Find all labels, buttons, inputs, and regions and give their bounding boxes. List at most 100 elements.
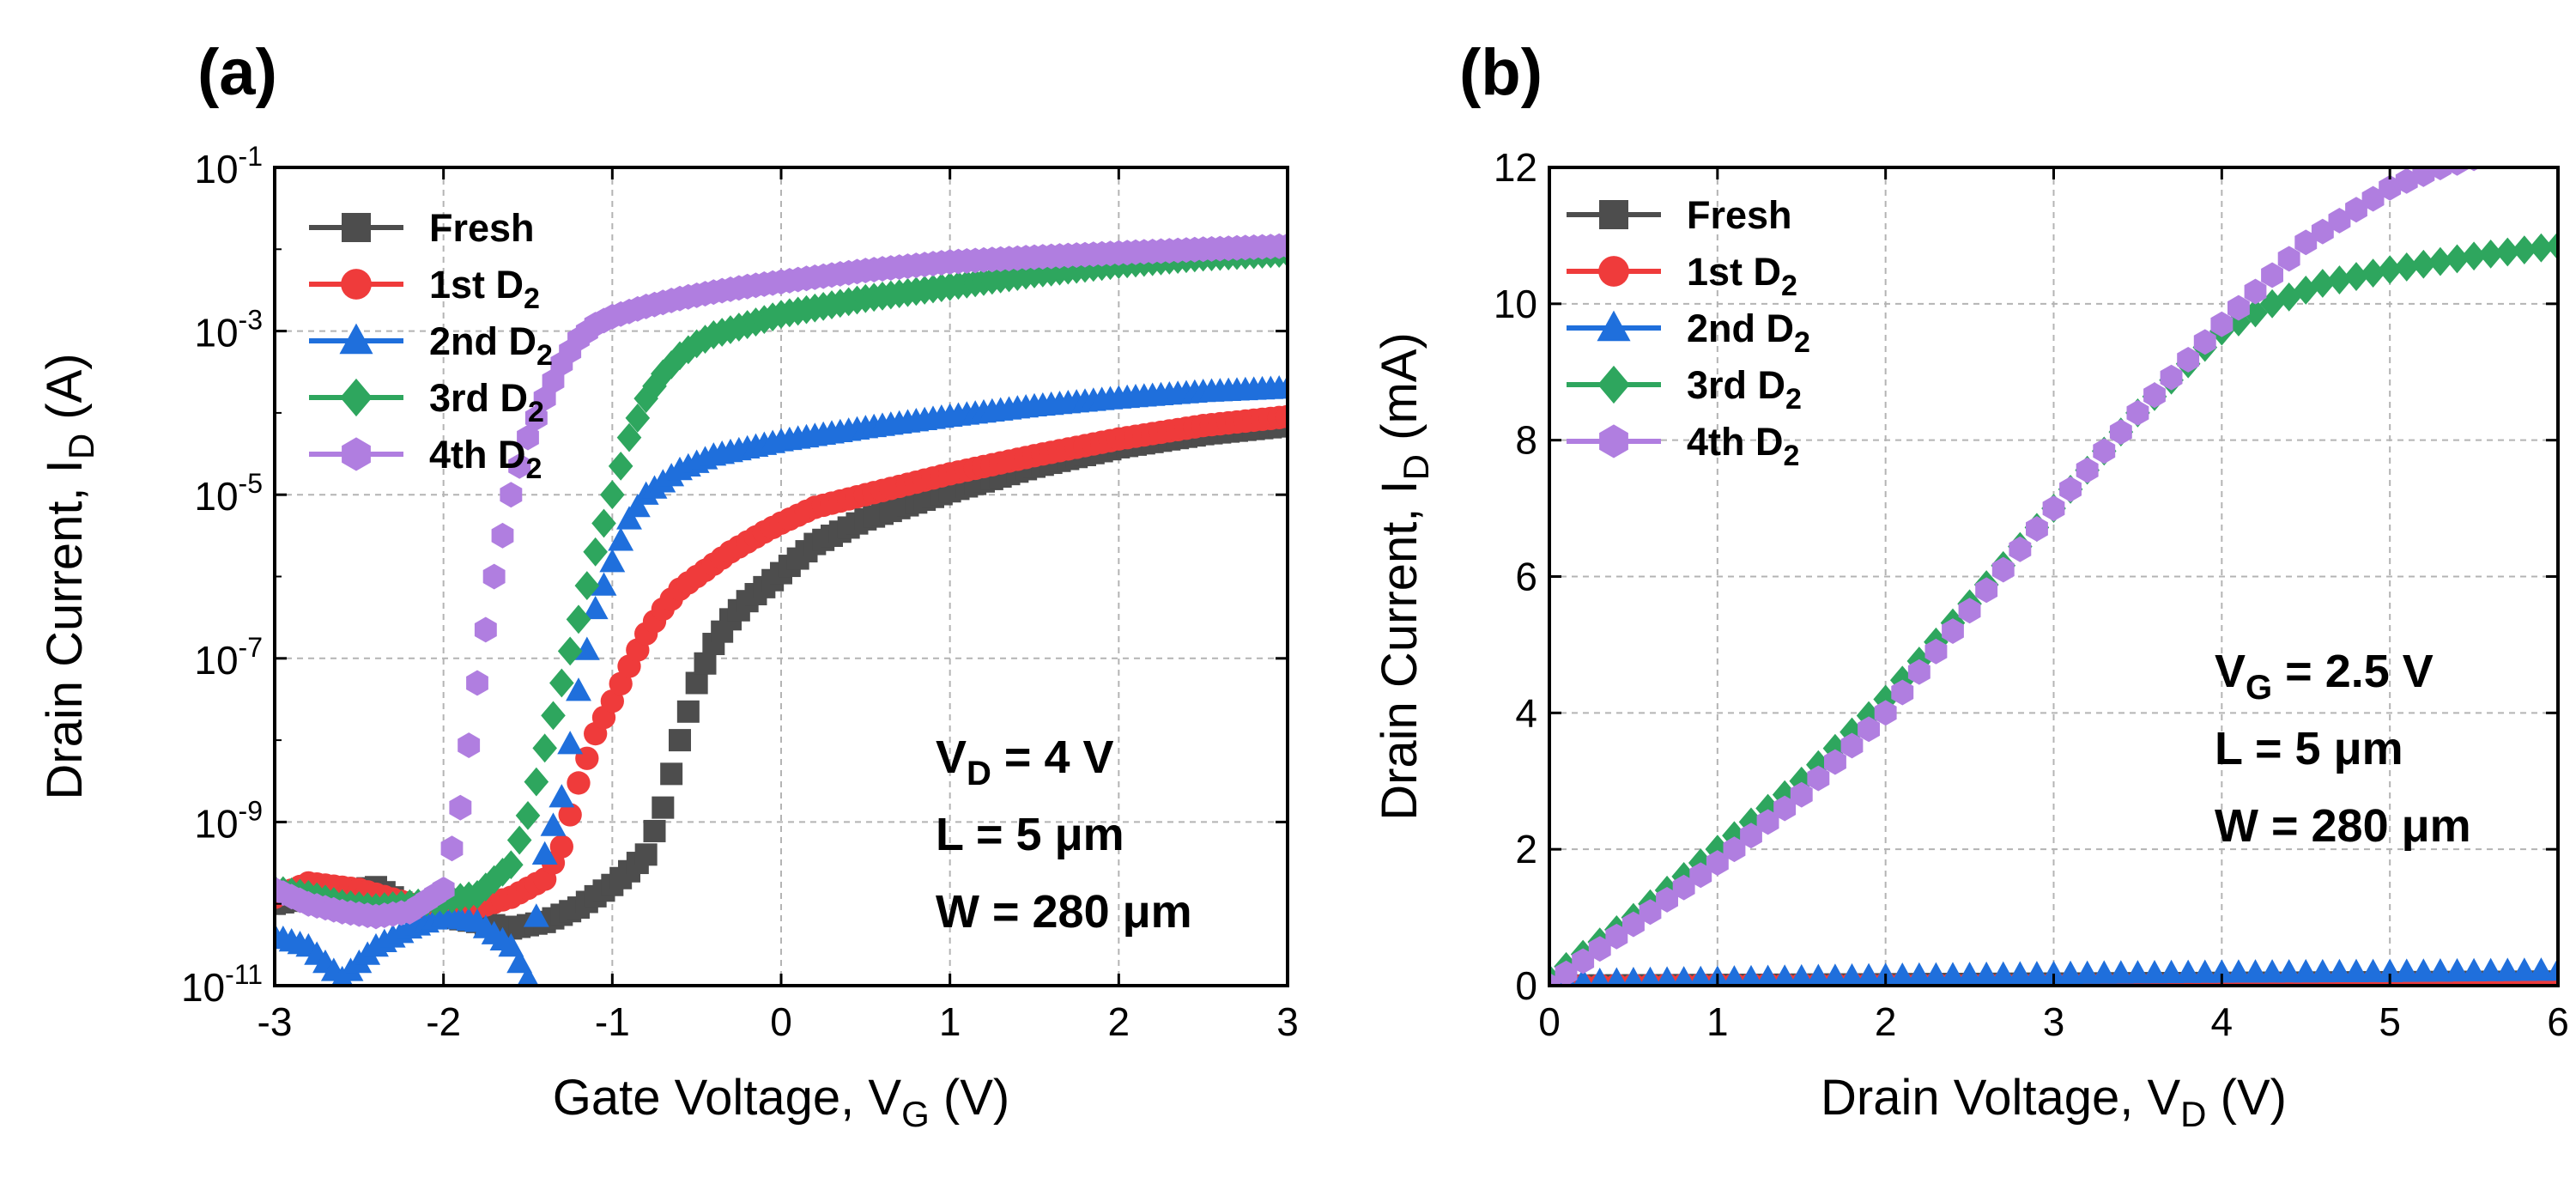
- data-point: [2242, 959, 2269, 983]
- data-point: [2261, 262, 2283, 288]
- data-point: [557, 636, 583, 666]
- data-point: [1605, 923, 1628, 950]
- y-tick-label: 10: [1494, 282, 1537, 326]
- data-point: [440, 835, 464, 862]
- data-point: [574, 571, 600, 600]
- data-point: [1940, 962, 1966, 986]
- legend-label: 3rd D2: [429, 376, 544, 428]
- legend-label: 2nd D2: [1687, 307, 1810, 359]
- data-point: [2124, 960, 2151, 984]
- y-tick-label: 0: [1515, 963, 1537, 1008]
- legend-label: 1st D2: [429, 263, 540, 315]
- data-point: [490, 857, 515, 887]
- data-point: [2411, 249, 2436, 279]
- data-point: [1756, 809, 1779, 835]
- data-point: [2143, 382, 2166, 409]
- data-point: [2395, 167, 2418, 194]
- legend-marker: [342, 213, 371, 242]
- data-point: [642, 371, 667, 401]
- data-point: [2040, 960, 2067, 985]
- annotation-line: W = 280 μm: [2215, 800, 2471, 852]
- legend-label: 3rd D2: [1687, 363, 1802, 416]
- data-point: [1973, 961, 2000, 986]
- data-point: [1906, 962, 1932, 986]
- data-point: [1907, 659, 1930, 685]
- data-point: [2528, 957, 2555, 981]
- data-point: [652, 796, 675, 819]
- data-point: [2109, 419, 2132, 446]
- legend-item-3rd-d2[interactable]: 3rd D2: [309, 376, 544, 428]
- data-point: [541, 701, 566, 731]
- data-point: [2327, 265, 2352, 294]
- data-point: [573, 636, 600, 660]
- data-point: [1689, 965, 1712, 986]
- data-point: [2210, 311, 2234, 337]
- y-tick-label: 10-7: [194, 632, 263, 683]
- data-point: [557, 731, 584, 755]
- data-point: [1958, 598, 1981, 624]
- data-point: [1990, 961, 2016, 985]
- legend-item-3rd-d2[interactable]: 3rd D2: [1567, 363, 1802, 416]
- data-point: [1572, 948, 1595, 974]
- data-point: [2076, 457, 2099, 483]
- legend-item-2nd-d2[interactable]: 2nd D2: [309, 319, 553, 372]
- legend-item-fresh[interactable]: Fresh: [1567, 193, 1792, 237]
- data-point: [2529, 233, 2554, 263]
- data-point: [566, 677, 591, 701]
- series-2nd-d2: [275, 374, 1288, 986]
- legend-item-2nd-d2[interactable]: 2nd D2: [1567, 307, 1810, 359]
- data-point: [466, 670, 488, 696]
- legend-marker: [1599, 424, 1628, 458]
- data-point: [1874, 700, 1897, 726]
- plot-area: [1549, 167, 2558, 986]
- data-point: [1689, 862, 1712, 889]
- x-tick-label: 0: [770, 999, 792, 1044]
- data-point: [532, 733, 557, 763]
- y-tick-label: 10-3: [194, 305, 263, 355]
- data-point: [1606, 967, 1627, 986]
- chart-panel-a: -3 -2 -1 0 1 2 3 10-11 10-9 10-7 10-5 10-3 10-1 Gate …: [37, 141, 1299, 1134]
- data-point: [1622, 967, 1644, 986]
- data-point: [1573, 968, 1593, 986]
- data-point: [1856, 962, 1882, 986]
- data-point: [449, 794, 472, 821]
- data-point: [591, 572, 617, 596]
- data-point: [2445, 244, 2470, 274]
- data-point: [2478, 239, 2503, 269]
- data-point: [2360, 958, 2386, 982]
- panel-a-label: (a): [197, 36, 277, 109]
- data-point: [2225, 959, 2252, 983]
- data-point: [1739, 964, 1763, 986]
- legend-marker: [1597, 365, 1630, 404]
- legend-item-4th-d2[interactable]: 4th D2: [309, 433, 542, 485]
- annotation-line: VD = 4 V: [936, 732, 1114, 792]
- data-point: [2091, 960, 2118, 984]
- data-point: [2343, 262, 2369, 291]
- data-point: [1858, 716, 1880, 743]
- x-tick-label: -2: [426, 999, 461, 1044]
- data-point: [2244, 278, 2267, 305]
- data-point: [1756, 964, 1779, 986]
- y-tick-label: 8: [1515, 418, 1537, 463]
- data-point: [540, 812, 567, 836]
- data-point: [583, 537, 608, 567]
- data-point: [1790, 781, 1813, 808]
- x-tick-label: 3: [2043, 999, 2065, 1044]
- data-point: [2193, 329, 2216, 355]
- data-point: [517, 424, 539, 451]
- data-point: [524, 767, 549, 797]
- legend-item-4th-d2[interactable]: 4th D2: [1567, 420, 1799, 472]
- data-point: [616, 422, 642, 452]
- data-point: [2093, 438, 2116, 464]
- data-point: [2494, 957, 2521, 981]
- data-point: [1889, 962, 1916, 986]
- data-point: [2309, 958, 2336, 983]
- data-point: [2009, 536, 2032, 562]
- legend-item-fresh[interactable]: Fresh: [309, 206, 535, 250]
- legend-item-1st-d2[interactable]: 1st D2: [1567, 250, 1797, 302]
- x-tick-label: -3: [258, 999, 293, 1044]
- data-point: [1275, 374, 1288, 398]
- legend-item-1st-d2[interactable]: 1st D2: [309, 263, 540, 315]
